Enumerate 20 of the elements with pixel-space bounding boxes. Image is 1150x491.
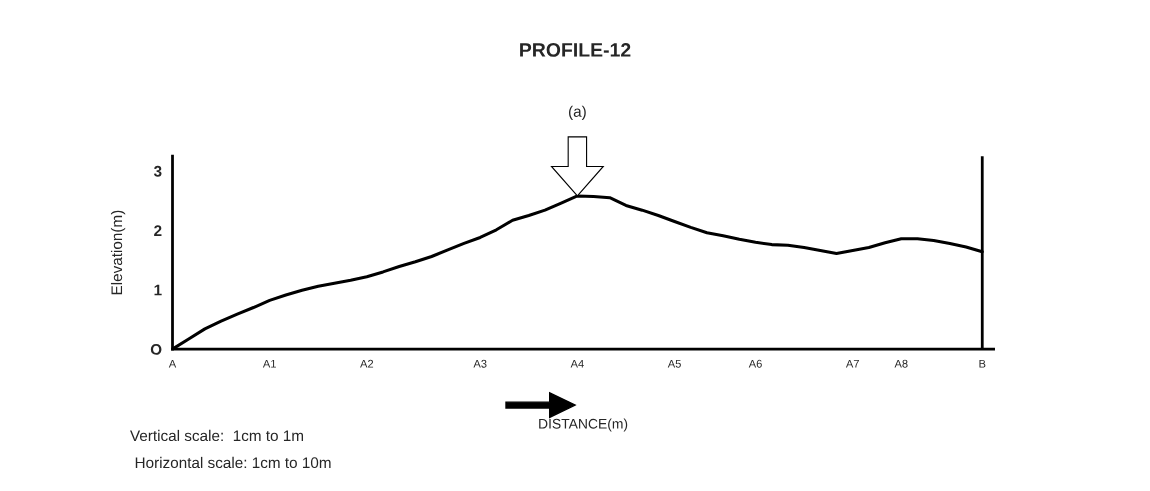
y-tick-label: O (150, 343, 162, 355)
x-tick-label: A3 (473, 359, 487, 368)
x-tick-label: A2 (360, 359, 374, 368)
x-tick-label: A4 (570, 359, 584, 368)
chart-title: PROFILE-12 (520, 43, 631, 57)
y-tick-label: 3 (153, 165, 162, 177)
y-axis-title: Elevation(m) (110, 210, 126, 295)
text: Horizontal scale: 1cm to 10m (135, 456, 331, 469)
y-tick-label: 2 (154, 225, 162, 236)
x-tick-label: A (168, 359, 177, 368)
text: Vertical scale: 1cm to 1m (130, 429, 304, 442)
y-tick-label: 1 (154, 284, 162, 296)
text: (a) (568, 105, 586, 120)
x-tick-label: A6 (748, 359, 762, 368)
x-tick-label: A7 (845, 359, 859, 368)
x-tick-label: B (979, 359, 986, 368)
x-axis-title: DISTANCE(m) (539, 418, 628, 432)
x-tick-label: A1 (262, 359, 276, 368)
x-tick-label: A8 (894, 359, 908, 368)
x-tick-label: A5 (667, 359, 681, 368)
